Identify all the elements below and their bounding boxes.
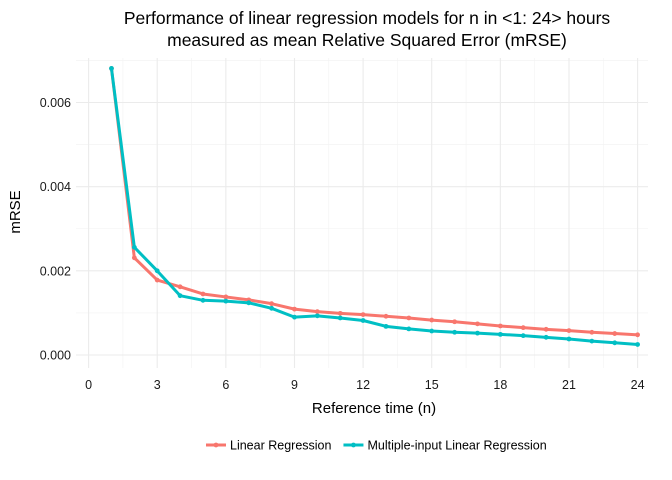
- data-point: [429, 317, 435, 323]
- legend-label: Multiple-input Linear Regression: [367, 439, 546, 453]
- data-point: [406, 326, 412, 332]
- data-point: [452, 329, 457, 335]
- data-point: [566, 336, 572, 342]
- x-tick-label: 18: [493, 378, 507, 392]
- series-lines: [109, 66, 640, 347]
- x-tick-label: 21: [562, 378, 576, 392]
- data-point: [269, 301, 274, 307]
- x-tick-label: 0: [85, 378, 92, 392]
- data-point: [292, 314, 297, 320]
- legend-key-point: [213, 442, 219, 448]
- data-point: [223, 298, 229, 304]
- y-axis-label: mRSE: [7, 190, 24, 233]
- series-linear-regression: [109, 66, 640, 338]
- series-multiple-input-linear-regression: [109, 66, 640, 347]
- data-point: [292, 306, 297, 312]
- data-point: [223, 294, 229, 300]
- data-point: [337, 315, 343, 321]
- x-tick-label: 3: [154, 378, 161, 392]
- series-line: [109, 66, 640, 346]
- data-point: [406, 315, 412, 321]
- data-point: [383, 313, 389, 319]
- data-point: [497, 323, 503, 329]
- chart-title: Performance of linear regression models …: [124, 8, 611, 28]
- data-point: [635, 342, 640, 347]
- legend-key-point: [351, 442, 356, 448]
- legend: Linear Regression Multiple-input Linear R…: [206, 439, 547, 453]
- data-point: [566, 328, 572, 333]
- data-point: [154, 268, 160, 274]
- data-point: [154, 277, 160, 283]
- y-tick-label: 0.006: [40, 96, 71, 110]
- legend-label: Linear Regression: [230, 439, 331, 453]
- data-point: [109, 66, 114, 71]
- data-point: [612, 340, 618, 346]
- chart-subtitle: measured as mean Relative Squared Error …: [167, 30, 567, 50]
- data-point: [314, 313, 320, 319]
- data-point: [314, 309, 320, 315]
- x-tick-label: 24: [631, 378, 645, 392]
- data-point: [475, 321, 480, 327]
- grid-lines: [76, 58, 648, 368]
- data-point: [200, 297, 206, 303]
- data-point: [543, 334, 549, 340]
- data-point: [177, 293, 183, 299]
- data-point: [429, 328, 435, 334]
- data-point: [520, 333, 526, 339]
- x-tick-label: 15: [425, 378, 439, 392]
- data-point: [612, 331, 618, 336]
- data-point: [200, 291, 206, 297]
- data-point: [177, 284, 183, 290]
- x-tick-label: 12: [356, 378, 370, 392]
- y-tick-label: 0.002: [40, 264, 71, 278]
- data-point: [246, 300, 252, 306]
- data-point: [131, 244, 137, 250]
- data-point: [383, 323, 389, 329]
- data-point: [452, 319, 457, 325]
- data-point: [269, 305, 274, 311]
- data-point: [520, 325, 526, 331]
- data-point: [131, 255, 137, 261]
- data-point: [497, 331, 503, 337]
- series-line: [109, 66, 640, 337]
- data-point: [475, 330, 480, 336]
- x-axis-ticks: 0 3 6 9 12 15 18 21 24: [85, 378, 644, 392]
- data-point: [360, 312, 366, 317]
- data-point: [543, 326, 549, 332]
- y-tick-label: 0.000: [40, 349, 71, 363]
- data-point: [635, 332, 640, 338]
- y-axis-ticks: 0.000 0.002 0.004 0.006: [40, 96, 71, 363]
- data-point: [589, 338, 595, 344]
- x-axis-label: Reference time (n): [312, 400, 436, 417]
- legend-item: Linear Regression: [206, 439, 331, 453]
- legend-item: Multiple-input Linear Regression: [343, 439, 547, 453]
- data-point: [360, 318, 366, 323]
- data-point: [337, 310, 343, 316]
- x-tick-label: 6: [222, 378, 229, 392]
- y-tick-label: 0.004: [40, 180, 71, 194]
- x-tick-label: 9: [291, 378, 298, 392]
- data-point: [589, 329, 595, 335]
